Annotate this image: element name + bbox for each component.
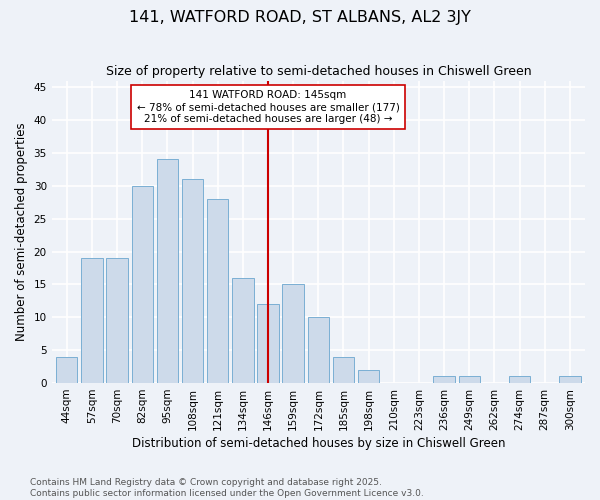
Text: 141, WATFORD ROAD, ST ALBANS, AL2 3JY: 141, WATFORD ROAD, ST ALBANS, AL2 3JY: [129, 10, 471, 25]
Bar: [308, 318, 329, 383]
Bar: [509, 376, 530, 383]
X-axis label: Distribution of semi-detached houses by size in Chiswell Green: Distribution of semi-detached houses by …: [131, 437, 505, 450]
Bar: [131, 186, 153, 383]
Bar: [81, 258, 103, 383]
Bar: [232, 278, 254, 383]
Bar: [559, 376, 581, 383]
Bar: [207, 199, 229, 383]
Bar: [333, 357, 354, 383]
Bar: [358, 370, 379, 383]
Bar: [56, 357, 77, 383]
Title: Size of property relative to semi-detached houses in Chiswell Green: Size of property relative to semi-detach…: [106, 65, 531, 78]
Bar: [257, 304, 279, 383]
Bar: [458, 376, 480, 383]
Bar: [283, 284, 304, 383]
Text: Contains HM Land Registry data © Crown copyright and database right 2025.
Contai: Contains HM Land Registry data © Crown c…: [30, 478, 424, 498]
Bar: [182, 179, 203, 383]
Bar: [157, 160, 178, 383]
Text: 141 WATFORD ROAD: 145sqm
← 78% of semi-detached houses are smaller (177)
21% of : 141 WATFORD ROAD: 145sqm ← 78% of semi-d…: [137, 90, 400, 124]
Y-axis label: Number of semi-detached properties: Number of semi-detached properties: [15, 122, 28, 341]
Bar: [106, 258, 128, 383]
Bar: [433, 376, 455, 383]
